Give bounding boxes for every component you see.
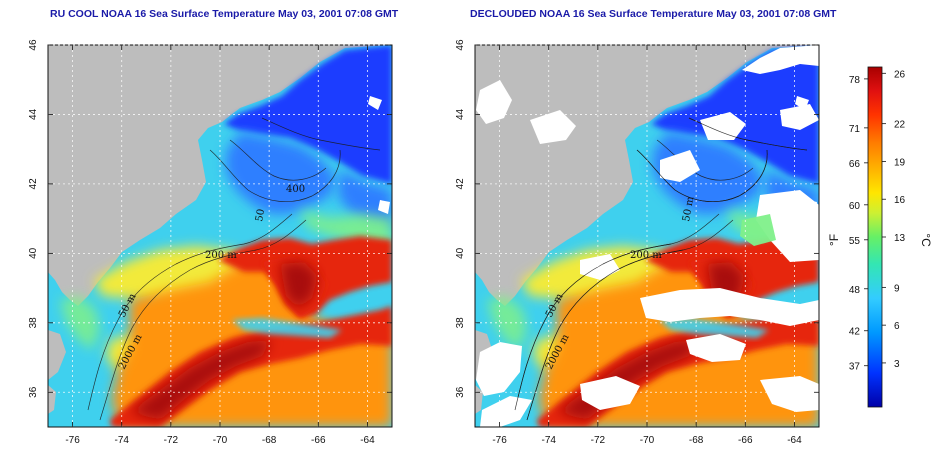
lat-tick-label: 38 — [455, 317, 466, 329]
fahrenheit-unit-label: °F — [827, 234, 841, 246]
bathymetry-contours-right — [514, 117, 808, 421]
celsius-tick-label: 3 — [894, 359, 900, 370]
lat-tick-label: 44 — [28, 108, 39, 120]
coastline-fragments — [48, 330, 66, 414]
lat-tick-label: 38 — [28, 317, 39, 329]
lon-tick-label: -66 — [311, 435, 326, 446]
celsius-tick-label: 22 — [894, 120, 906, 131]
lon-tick-label: -66 — [738, 435, 753, 446]
celsius-tick-label: 6 — [894, 321, 900, 332]
lon-tick-label: -68 — [689, 435, 704, 446]
contour-label-right-200m: 200 m — [630, 250, 662, 261]
fahrenheit-tick-label: 71 — [849, 124, 861, 135]
lon-tick-label: -70 — [213, 435, 228, 446]
fahrenheit-tick-label: 42 — [849, 327, 861, 338]
right-map-panel: -76 -74 -72 -70 -68 -66 -64 36 38 40 42 44 46 50 m 2… — [455, 39, 820, 446]
contour-label-400: 400 — [286, 184, 305, 195]
lon-tick-label: -76 — [65, 435, 80, 446]
lon-tick-label: -64 — [787, 435, 802, 446]
lon-tick-label: -76 — [492, 435, 507, 446]
lon-tick-label: -72 — [164, 435, 179, 446]
lat-tick-label: 36 — [28, 386, 39, 398]
cloud-mask — [476, 45, 819, 427]
mid-blue-region-2 — [338, 170, 392, 230]
fahrenheit-tick-label: 78 — [849, 75, 861, 86]
celsius-tick-label: 13 — [894, 233, 906, 244]
lat-tick-label: 40 — [455, 247, 466, 259]
left-panel-title: RU COOL NOAA 16 Sea Surface Temperature … — [50, 8, 399, 20]
gulf-stream-dark — [280, 262, 318, 308]
axis-ticks: -76 -74 -72 -70 -68 -66 -64 36 38 40 42 44 46 — [28, 39, 392, 446]
colorbar: 26 22 19 16 13 9 6 3 78 71 66 60 55 48 42 37 °F °C — [827, 66, 933, 408]
contour-label-200m: 200 m — [205, 250, 237, 261]
lon-tick-label: -72 — [591, 435, 606, 446]
lat-tick-label: 42 — [28, 178, 39, 190]
contour-label-50: 50 — [254, 208, 267, 222]
lon-tick-label: -70 — [640, 435, 655, 446]
celsius-tick-label: 26 — [894, 69, 906, 80]
celsius-unit-label: °C — [919, 233, 933, 247]
fahrenheit-tick-label: 55 — [849, 236, 861, 247]
lat-tick-label: 44 — [455, 108, 466, 120]
lon-tick-label: -64 — [360, 435, 375, 446]
celsius-tick-label: 16 — [894, 195, 906, 206]
lon-tick-label: -68 — [262, 435, 277, 446]
lat-tick-label: 42 — [455, 178, 466, 190]
left-map-panel: -76 -74 -72 -70 -68 -66 -64 36 38 40 42 44 46 400 50… — [28, 39, 393, 446]
celsius-tick-label: 9 — [894, 283, 900, 294]
lon-tick-label: -74 — [541, 435, 556, 446]
lat-tick-label: 36 — [455, 386, 466, 398]
lon-tick-label: -74 — [114, 435, 129, 446]
bathymetry-contours — [87, 117, 381, 421]
axis-ticks-right: -76 -74 -72 -70 -68 -66 -64 36 38 40 42 44 46 — [455, 39, 819, 446]
fahrenheit-tick-label: 60 — [849, 201, 861, 212]
right-panel-title: DECLOUDED NOAA 16 Sea Surface Temperatur… — [470, 8, 837, 20]
colorbar-gradient — [867, 66, 883, 408]
contour-label-right-50m: 50 m — [681, 195, 696, 222]
lat-tick-label: 46 — [455, 39, 466, 51]
celsius-tick-label: 19 — [894, 157, 906, 168]
fahrenheit-tick-label: 37 — [849, 362, 861, 373]
gulf-stream-south-dark — [130, 340, 272, 420]
fahrenheit-tick-label: 48 — [849, 285, 861, 296]
lat-tick-label: 46 — [28, 39, 39, 51]
lat-tick-label: 40 — [28, 247, 39, 259]
cloud-patch — [368, 96, 390, 214]
fahrenheit-tick-label: 66 — [849, 159, 861, 170]
